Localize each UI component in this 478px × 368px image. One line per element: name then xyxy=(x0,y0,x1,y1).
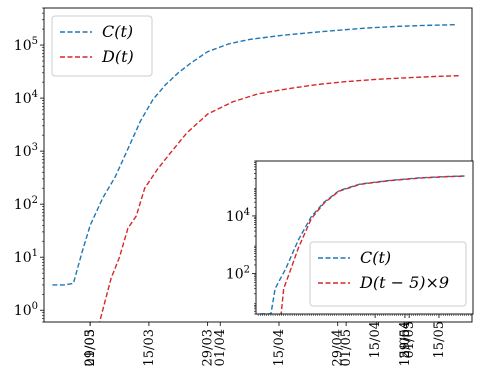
main-plot-x-tick-label: 01/05 xyxy=(83,329,98,366)
main-plot-x-tick-label: 29/03 xyxy=(201,329,216,366)
main-plot-x-tick-label: 29/04 xyxy=(331,329,346,366)
main-plot-x-tick-label: 15/04 xyxy=(272,329,287,366)
inset-plot-x-tick-label: 29/04 xyxy=(398,321,413,358)
inset-plot-x-tick-label: 01/05 xyxy=(402,321,417,358)
inset-plot-legend-label: D(t − 5)×9 xyxy=(359,273,449,292)
inset-plot-x-tick-label: 15/04 xyxy=(368,321,383,358)
main-plot-x-tick-label: 15/05 xyxy=(398,329,413,366)
main-plot-y-tick-label: 105 xyxy=(14,36,38,54)
main-plot-y-tick-label: 101 xyxy=(14,248,38,266)
main-plot-legend-label: C(t) xyxy=(102,22,133,41)
inset-plot-y-tick-label: 104 xyxy=(226,207,250,225)
main-plot-legend-box xyxy=(51,15,153,77)
main-plot-y-tick-label: 102 xyxy=(14,195,38,213)
main-plot-series-d-line xyxy=(98,75,460,322)
main-plot-x-tick-label: 01/04 xyxy=(213,329,228,366)
main-plot-x-tick-label: 29/03 xyxy=(83,329,98,366)
main-plot-y-tick-label: 104 xyxy=(14,89,38,107)
inset-plot-y-tick-label: 102 xyxy=(226,265,250,283)
main-plot-legend-label: D(t) xyxy=(101,47,134,66)
inset-plot-x-tick-label: 15/05 xyxy=(432,321,447,358)
main-plot-x-tick-label: 01/05 xyxy=(339,329,354,366)
inset-plot-series-d-line xyxy=(280,175,465,314)
main-plot-series-c-line xyxy=(52,24,456,286)
main-plot-y-tick-label: 103 xyxy=(14,142,38,160)
inset-plot-legend-label: C(t) xyxy=(360,248,391,267)
main-plot-y-tick-label: 100 xyxy=(14,301,38,319)
main-plot-x-tick-label: 15/03 xyxy=(142,329,157,366)
